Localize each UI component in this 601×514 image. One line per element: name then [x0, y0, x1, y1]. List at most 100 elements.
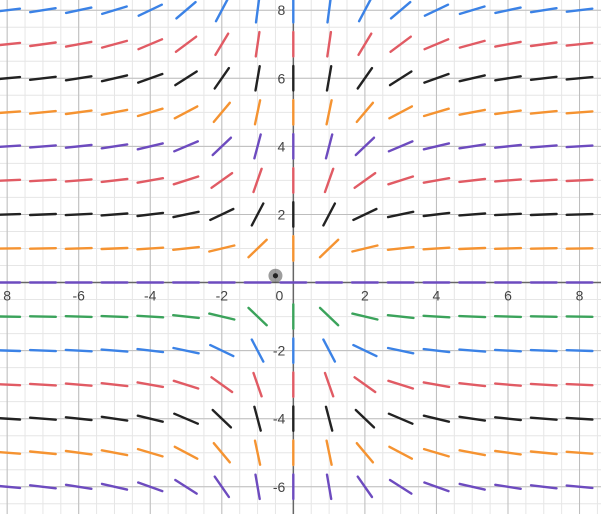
- slope-segment: [30, 350, 56, 351]
- slope-segment: [0, 486, 20, 488]
- slope-segment: [66, 384, 92, 386]
- slope-segment: [567, 43, 593, 46]
- y-tick-label: 6: [278, 70, 286, 86]
- x-tick-label: 8: [576, 288, 584, 304]
- slope-segment: [567, 384, 593, 385]
- slope-segment: [531, 350, 557, 351]
- slope-segment: [531, 214, 557, 215]
- slope-segment: [567, 77, 593, 79]
- slope-segment: [459, 248, 485, 249]
- slope-segment: [495, 384, 521, 386]
- slope-segment: [138, 349, 164, 352]
- slope-segment: [388, 315, 414, 318]
- slope-segment: [567, 180, 593, 181]
- slope-segment: [30, 384, 56, 386]
- slope-segment: [567, 9, 593, 12]
- slope-segment: [66, 316, 92, 317]
- slope-segment: [66, 214, 92, 215]
- slope-segments: [0, 0, 592, 499]
- point-dot[interactable]: [273, 273, 278, 278]
- slope-segment: [531, 485, 557, 488]
- slope-segment: [495, 111, 521, 114]
- slope-segment: [0, 350, 20, 351]
- slope-segment: [495, 316, 521, 317]
- slope-segment: [531, 316, 557, 317]
- slope-segment: [388, 247, 414, 250]
- slope-segment: [531, 180, 557, 182]
- x-tick-label: 6: [504, 288, 512, 304]
- slope-segment: [102, 350, 128, 352]
- slope-segment: [66, 111, 92, 114]
- slope-segment: [495, 214, 521, 215]
- slope-segment: [30, 180, 56, 182]
- slope-segment: [66, 248, 92, 249]
- slope-segment: [102, 179, 128, 182]
- slope-segment: [30, 452, 56, 455]
- slope-segment: [30, 111, 56, 114]
- slope-segment: [424, 213, 450, 216]
- x-tick-label: -2: [216, 288, 229, 304]
- slope-segment: [0, 146, 20, 148]
- slope-segment: [66, 417, 92, 420]
- slope-segment: [0, 214, 20, 215]
- slope-segment: [66, 350, 92, 351]
- y-tick-label: -6: [273, 479, 286, 495]
- slope-segment: [567, 214, 593, 215]
- slope-segment: [173, 247, 199, 250]
- slope-field-plot: 8-6-4-202468-6-4-22468: [0, 0, 601, 514]
- slope-segment: [328, 0, 331, 22]
- plot-svg: 8-6-4-202468-6-4-22468: [0, 0, 601, 514]
- draggable-point[interactable]: [268, 269, 282, 283]
- slope-segment: [459, 383, 485, 386]
- slope-segment: [531, 248, 557, 249]
- slope-segment: [0, 180, 20, 181]
- slope-segment: [0, 9, 20, 12]
- slope-segment: [424, 248, 450, 250]
- slope-segment: [531, 77, 557, 80]
- slope-segment: [531, 145, 557, 147]
- x-tick-label: -6: [72, 288, 85, 304]
- y-tick-label: -4: [273, 411, 286, 427]
- slope-segment: [0, 384, 20, 385]
- slope-segment: [459, 179, 485, 182]
- slope-segment: [424, 349, 450, 352]
- slope-segment: [137, 248, 163, 250]
- slope-segment: [531, 384, 557, 386]
- slope-segment: [495, 179, 521, 181]
- slope-segment: [66, 451, 92, 454]
- slope-segment: [567, 350, 593, 351]
- slope-segment: [30, 214, 56, 215]
- slope-segment: [495, 451, 521, 454]
- slope-segment: [0, 452, 20, 454]
- slope-segment: [0, 43, 20, 46]
- x-tick-label-0: 0: [275, 288, 283, 304]
- x-tick-label: 2: [361, 288, 369, 304]
- slope-segment: [102, 316, 128, 317]
- slope-segment: [30, 145, 56, 147]
- slope-segment: [30, 316, 56, 317]
- y-tick-label: 4: [278, 138, 286, 154]
- x-tick-label: -4: [144, 288, 157, 304]
- slope-segment: [531, 418, 557, 420]
- slope-segment: [567, 111, 593, 113]
- y-tick-label: -2: [273, 343, 286, 359]
- slope-segment: [531, 111, 557, 114]
- slope-segment: [256, 0, 259, 22]
- slope-segment: [30, 485, 56, 488]
- slope-segment: [495, 248, 521, 249]
- slope-segment: [66, 179, 92, 181]
- slope-segment: [567, 452, 593, 454]
- slope-segment: [567, 418, 593, 420]
- y-tick-label: 8: [278, 2, 286, 18]
- slope-segment: [30, 248, 56, 249]
- slope-segment: [495, 417, 521, 420]
- slope-segment: [102, 248, 128, 249]
- slope-segment: [66, 145, 92, 148]
- slope-segment: [0, 418, 20, 420]
- slope-segment: [567, 486, 593, 488]
- slope-segment: [424, 316, 450, 318]
- slope-segment: [459, 316, 485, 317]
- slope-segment: [567, 146, 593, 148]
- slope-segment: [0, 111, 20, 113]
- slope-segment: [138, 213, 164, 216]
